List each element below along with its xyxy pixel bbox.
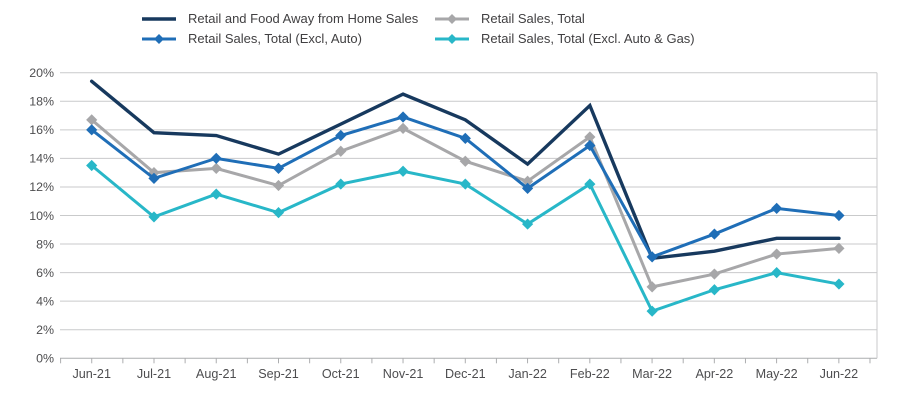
data-point-retail-sales-total-excl-auto-sep-21 (272, 162, 285, 174)
data-point-retail-sales-total-jan-22 (521, 175, 534, 187)
y-axis-label: 2% (36, 323, 54, 337)
legend-item-retail-and-food-away-from-home-sales: Retail and Food Away from Home Sales (142, 9, 435, 28)
data-point-retail-sales-total-excl-auto-gas-dec-21 (459, 178, 471, 190)
legend-item-retail-sales-total: Retail Sales, Total (435, 9, 695, 28)
data-point-retail-sales-total-excl-auto-gas-oct-21 (335, 178, 347, 190)
x-axis-label: Feb-22 (570, 367, 610, 381)
data-point-retail-sales-total-excl-auto-gas-sep-21 (272, 207, 285, 219)
data-point-retail-sales-total-excl-auto-gas-aug-21 (210, 188, 222, 200)
legend-swatch-retail-and-food-away-from-home-sales (142, 16, 176, 21)
x-axis-label: Jul-21 (137, 367, 171, 381)
legend-label: Retail Sales, Total (481, 11, 585, 26)
data-point-retail-sales-total-excl-auto-dec-21 (459, 132, 471, 144)
diamond-marker-icon (447, 33, 457, 44)
data-point-retail-sales-total-sep-21 (272, 179, 285, 192)
data-point-retail-sales-total-excl-auto-aug-21 (210, 152, 222, 164)
series-line-retail-and-food-away-from-home-sales (89, 79, 841, 261)
data-point-retail-sales-total-excl-auto-oct-21 (335, 129, 347, 142)
x-axis-label: Sep-21 (258, 367, 299, 381)
legend-label: Retail and Food Away from Home Sales (188, 11, 419, 26)
data-point-retail-sales-total-excl-auto-gas-apr-22 (708, 284, 720, 296)
data-point-retail-sales-total-apr-22 (708, 268, 720, 280)
data-point-retail-sales-total-excl-auto-gas-nov-21 (397, 165, 409, 177)
data-point-retail-sales-total-oct-21 (335, 145, 347, 157)
legend-swatch-retail-sales-total-excl-auto (142, 33, 176, 44)
y-axis-label: 12% (29, 180, 54, 194)
legend-item-retail-sales-total-excl-auto-gas: Retail Sales, Total (Excl. Auto & Gas) (435, 29, 695, 48)
x-axis-label: Apr-22 (695, 367, 733, 381)
y-axis-label: 16% (29, 123, 54, 137)
data-point-retail-sales-total-dec-21 (459, 155, 471, 167)
data-point-retail-sales-total-jun-22 (833, 242, 845, 254)
data-point-retail-sales-total-mar-22 (646, 281, 658, 293)
data-point-retail-sales-total-excl-auto-gas-jan-22 (521, 218, 534, 230)
x-axis-label: Jun-22 (820, 367, 859, 381)
chart-legend: Retail and Food Away from Home Sales Reta… (142, 9, 695, 48)
x-axis-label: Aug-21 (196, 367, 237, 381)
series-line-retail-sales-total (90, 118, 841, 289)
y-axis-label: 14% (29, 152, 54, 166)
data-point-retail-sales-total-may-22 (771, 248, 783, 260)
data-point-retail-sales-total-excl-auto-apr-22 (708, 228, 720, 240)
legend-swatch-retail-sales-total-excl-auto-gas (435, 33, 469, 44)
x-axis-label: Mar-22 (632, 367, 672, 381)
y-axis-label: 0% (36, 352, 54, 366)
y-axis-label: 6% (36, 266, 54, 280)
y-axis-label: 8% (36, 237, 54, 251)
data-point-retail-sales-total-excl-auto-gas-jun-21 (86, 159, 98, 172)
diamond-marker-icon (447, 13, 457, 24)
data-point-retail-sales-total-excl-auto-feb-22 (584, 139, 596, 152)
data-point-retail-sales-total-nov-21 (397, 122, 409, 134)
y-axis-label: 20% (29, 66, 54, 80)
legend-label: Retail Sales, Total (Excl. Auto & Gas) (481, 31, 695, 46)
legend-label: Retail Sales, Total (Excl, Auto) (188, 31, 362, 46)
data-point-retail-sales-total-excl-auto-gas-feb-22 (584, 178, 596, 190)
data-point-retail-sales-total-feb-22 (584, 131, 596, 143)
data-point-retail-sales-total-excl-auto-gas-may-22 (771, 267, 783, 279)
data-point-retail-sales-total-excl-auto-jul-21 (148, 172, 160, 184)
y-axis-label: 18% (29, 95, 54, 109)
legend-item-retail-sales-total-excl-auto: Retail Sales, Total (Excl, Auto) (142, 29, 435, 48)
data-point-retail-sales-total-jun-21 (86, 114, 98, 126)
y-axis-label: 4% (36, 294, 54, 308)
x-axis-label: May-22 (756, 367, 798, 381)
data-point-retail-sales-total-excl-auto-gas-jun-22 (833, 278, 845, 290)
x-axis-label: Oct-21 (322, 367, 360, 381)
x-axis-label: Jun-21 (72, 367, 111, 381)
x-axis-label: Dec-21 (445, 367, 486, 381)
data-point-retail-sales-total-excl-auto-jan-22 (521, 182, 534, 194)
x-axis-label: Nov-21 (383, 367, 424, 381)
data-point-retail-sales-total-excl-auto-mar-22 (646, 251, 658, 263)
data-point-retail-sales-total-excl-auto-jun-21 (86, 124, 98, 136)
data-point-retail-sales-total-aug-21 (210, 162, 222, 174)
legend-swatch-retail-sales-total (435, 13, 469, 24)
data-point-retail-sales-total-excl-auto-gas-jul-21 (148, 211, 160, 223)
data-point-retail-sales-total-excl-auto-may-22 (771, 202, 783, 214)
y-axis-label: 10% (29, 209, 54, 223)
x-axis-label: Jan-22 (508, 367, 547, 381)
data-point-retail-sales-total-excl-auto-jun-22 (833, 209, 845, 222)
data-point-retail-sales-total-excl-auto-nov-21 (397, 111, 409, 123)
data-point-retail-sales-total-excl-auto-gas-mar-22 (646, 305, 658, 317)
diamond-marker-icon (154, 33, 164, 44)
